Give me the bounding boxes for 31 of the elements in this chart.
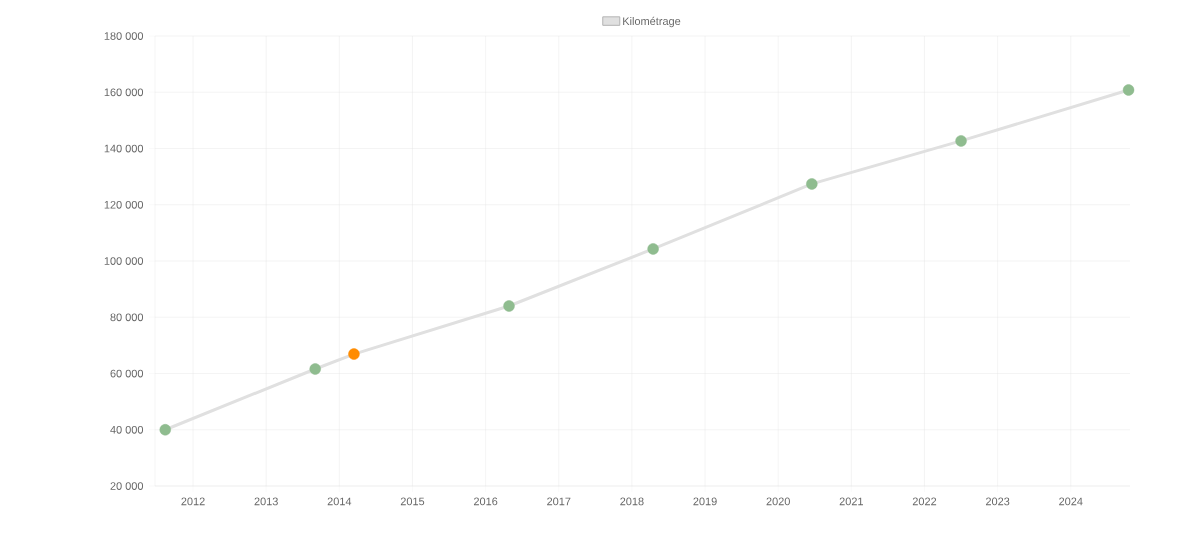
- y-tick-label: 140 000: [104, 144, 144, 153]
- x-tick-label: 2022: [912, 497, 937, 506]
- x-tick-label: 2012: [181, 497, 205, 506]
- x-tick-label: 2013: [254, 497, 278, 506]
- legend-label: Kilométrage: [623, 16, 681, 28]
- point: [647, 243, 659, 255]
- x-tick-label: 2017: [547, 497, 571, 506]
- x-tick-label: 2023: [985, 497, 1010, 506]
- y-tick-label: 20 000: [110, 482, 144, 490]
- y-tick-label: 80 000: [110, 313, 144, 322]
- point: [955, 135, 967, 147]
- y-tick-label: 60 000: [110, 369, 144, 378]
- point: [309, 363, 321, 375]
- x-tick-label: 2014: [327, 497, 352, 506]
- x-tick-label: 2020: [766, 497, 790, 506]
- point: [348, 348, 360, 360]
- y-tick-label: 100 000: [104, 257, 144, 265]
- point: [503, 300, 515, 312]
- y-tick-label: 160 000: [104, 88, 144, 97]
- x-tick-label: 2016: [473, 497, 498, 506]
- y-tick-label: 120 000: [104, 200, 144, 209]
- x-tick-label: 2024: [1059, 497, 1083, 506]
- point: [806, 178, 818, 190]
- x-tick-label: 2015: [400, 497, 425, 506]
- y-tick-label: 180 000: [104, 32, 144, 40]
- x-tick-label: 2018: [620, 497, 644, 506]
- point: [1122, 84, 1135, 96]
- y-tick-label: 40 000: [110, 425, 144, 434]
- x-tick-label: 2019: [693, 497, 717, 506]
- point: [159, 424, 171, 436]
- x-tick-label: 2021: [839, 497, 863, 506]
